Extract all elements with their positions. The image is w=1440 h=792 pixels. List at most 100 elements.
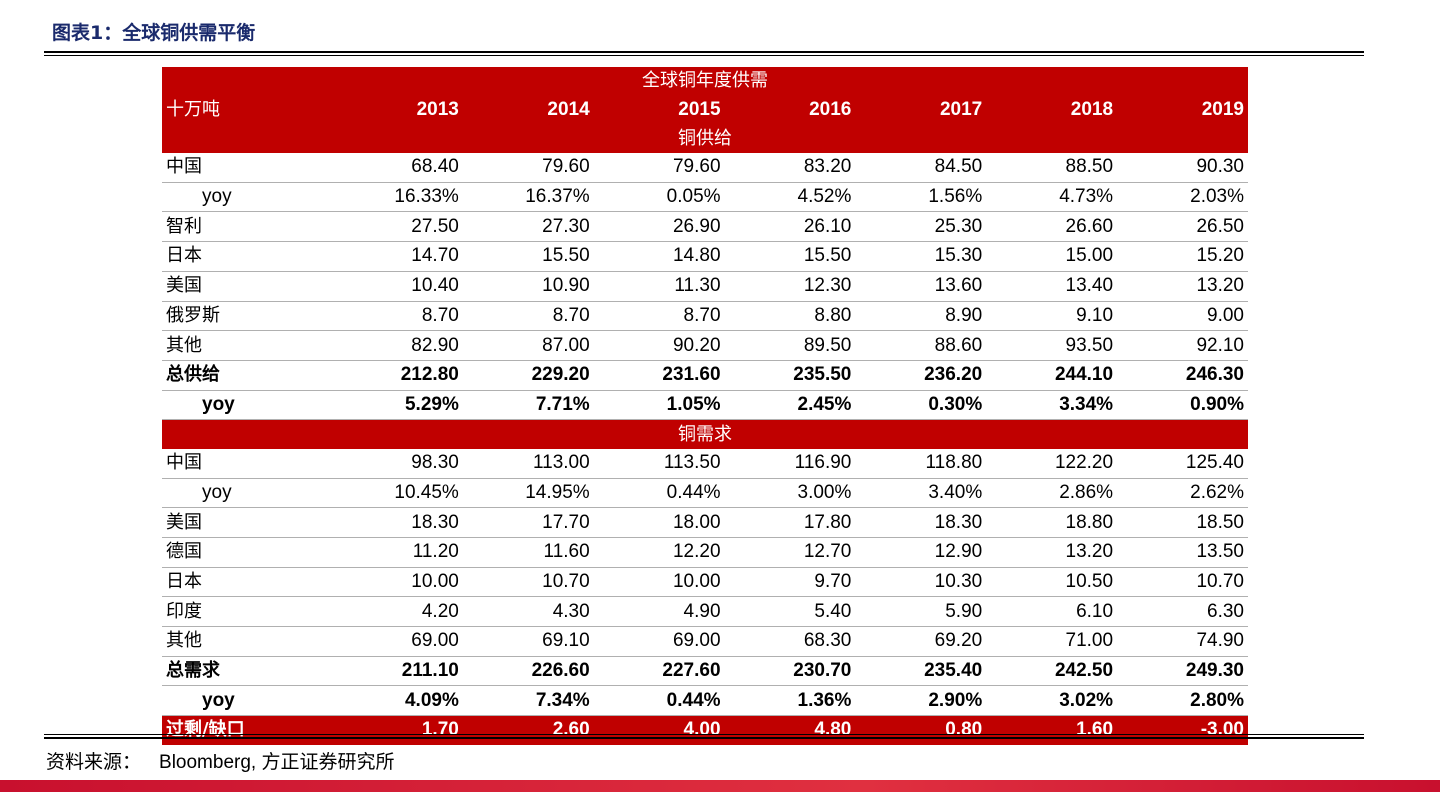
supply-row-value: 68.40 xyxy=(332,153,463,183)
year-header: 2017 xyxy=(855,95,987,125)
supply-row-value: 82.90 xyxy=(332,330,463,361)
supply-yoy-row-value: 7.71% xyxy=(462,390,594,421)
copper-balance-table: 全球铜年度供需 十万吨 2013 2014 2015 2016 2017 2018 2019 铜供… xyxy=(162,67,1248,745)
supply-row-value: 84.50 xyxy=(855,153,987,183)
supply-row-value: 14.70 xyxy=(332,241,463,272)
footer-rule-thin xyxy=(44,734,1364,735)
supply-row: 日本 14.70 15.50 14.80 15.50 15.30 15.00 15.20 xyxy=(162,241,1248,272)
supply-yoy-row-value: 0.30% xyxy=(855,390,987,421)
demand-row-value: 3.00% xyxy=(724,478,856,509)
supply-row-value: 13.40 xyxy=(986,271,1118,302)
demand-row: 其他 69.00 69.10 69.00 68.30 69.20 71.00 74.90 xyxy=(162,626,1248,657)
title-rule xyxy=(44,51,1364,53)
supply-row-value: 8.80 xyxy=(724,301,856,332)
demand-row-value: 98.30 xyxy=(332,448,463,479)
demand-row-value: 17.80 xyxy=(724,507,856,538)
demand-row-value: 4.30 xyxy=(462,596,594,628)
supply-row-value: 0.05% xyxy=(593,182,725,213)
supply-row: 俄罗斯 8.70 8.70 8.70 8.80 8.90 9.10 9.00 xyxy=(162,301,1248,332)
demand-row-value: 125.40 xyxy=(1117,448,1248,479)
demand-total-row-value: 226.60 xyxy=(462,656,594,687)
demand-total-row-value: 249.30 xyxy=(1117,656,1248,687)
supply-row-value: 13.20 xyxy=(1117,271,1248,302)
supply-row-value: 26.10 xyxy=(724,211,856,243)
supply-row-value: 10.40 xyxy=(332,271,463,302)
balance-row-label: 过剩/缺口 xyxy=(162,715,332,745)
demand-total-row-value: 227.60 xyxy=(593,656,725,687)
demand-row-value: 10.70 xyxy=(1117,567,1248,598)
supply-row-value: 90.30 xyxy=(1117,153,1248,183)
supply-row-value: 27.50 xyxy=(332,211,463,243)
supply-section-header-cell: 铜供给 xyxy=(162,124,1248,154)
supply-yoy-row-value: 0.90% xyxy=(1117,390,1248,421)
supply-yoy-row-value: 2.45% xyxy=(724,390,856,421)
supply-row-value: 88.60 xyxy=(855,330,987,361)
supply-row-label: 日本 xyxy=(162,241,332,272)
year-header: 2015 xyxy=(593,95,725,125)
supply-row-label: 中国 xyxy=(162,153,332,183)
supply-total-row-label: 总供给 xyxy=(162,360,332,391)
demand-row-value: 12.90 xyxy=(855,537,987,568)
demand-row: 德国 11.20 11.60 12.20 12.70 12.90 13.20 13.50 xyxy=(162,537,1248,568)
supply-total-row-value: 229.20 xyxy=(462,360,594,391)
supply-row-label: yoy xyxy=(162,182,332,213)
source-note: 资料来源： Bloomberg, 方正证券研究所 xyxy=(46,747,394,774)
demand-row-value: 4.20 xyxy=(332,596,463,628)
demand-total-row-value: 230.70 xyxy=(724,656,856,687)
supply-row: 智利 27.50 27.30 26.90 26.10 25.30 26.60 26.50 xyxy=(162,211,1248,243)
supply-total-row-value: 235.50 xyxy=(724,360,856,391)
supply-row-value: 26.50 xyxy=(1117,211,1248,243)
supply-row-label: 智利 xyxy=(162,211,332,243)
supply-row-label: 美国 xyxy=(162,271,332,302)
supply-row-value: 15.30 xyxy=(855,241,987,272)
demand-row-value: 3.40% xyxy=(855,478,987,509)
supply-row: yoy 16.33% 16.37% 0.05% 4.52% 1.56% 4.73% 2.03% xyxy=(162,182,1248,213)
year-header: 2013 xyxy=(332,95,463,125)
demand-row-label: 日本 xyxy=(162,567,332,598)
demand-row: 印度 4.20 4.30 4.90 5.40 5.90 6.10 6.30 xyxy=(162,596,1248,628)
supply-row-value: 1.56% xyxy=(855,182,987,213)
balance-row-value: 1.60 xyxy=(986,715,1118,745)
supply-total-row: 总供给 212.80 229.20 231.60 235.50 236.20 244.10 2… xyxy=(162,360,1248,391)
demand-total-row-value: 242.50 xyxy=(986,656,1118,687)
demand-row-value: 18.30 xyxy=(855,507,987,538)
demand-row: 日本 10.00 10.70 10.00 9.70 10.30 10.50 10.70 xyxy=(162,567,1248,598)
demand-row-value: 12.70 xyxy=(724,537,856,568)
demand-row-value: 6.30 xyxy=(1117,596,1248,628)
supply-row-value: 9.10 xyxy=(986,301,1118,332)
supply-row-value: 4.52% xyxy=(724,182,856,213)
year-header: 2014 xyxy=(462,95,594,125)
balance-row: 过剩/缺口 1.70 2.60 4.00 4.80 0.80 1.60 -3.00 xyxy=(162,715,1248,745)
demand-row-label: 其他 xyxy=(162,626,332,657)
supply-row: 美国 10.40 10.90 11.30 12.30 13.60 13.40 13.20 xyxy=(162,271,1248,302)
demand-yoy-row-value: 2.80% xyxy=(1117,685,1248,717)
supply-row-value: 8.70 xyxy=(593,301,725,332)
supply-row-value: 27.30 xyxy=(462,211,594,243)
demand-row-value: 18.00 xyxy=(593,507,725,538)
demand-row: yoy 10.45% 14.95% 0.44% 3.00% 3.40% 2.86% 2.62% xyxy=(162,478,1248,509)
balance-row-value: 0.80 xyxy=(855,715,987,745)
supply-row-value: 15.50 xyxy=(462,241,594,272)
supply-row-value: 15.00 xyxy=(986,241,1118,272)
supply-yoy-row-value: 5.29% xyxy=(332,390,463,421)
supply-row-value: 16.37% xyxy=(462,182,594,213)
supply-section-header: 铜供给 xyxy=(162,124,1248,154)
supply-row-value: 8.70 xyxy=(332,301,463,332)
supply-row-value: 83.20 xyxy=(724,153,856,183)
demand-row-value: 68.30 xyxy=(724,626,856,657)
demand-row-value: 113.00 xyxy=(462,448,594,479)
demand-row-value: 10.00 xyxy=(593,567,725,598)
demand-row-value: 2.86% xyxy=(986,478,1118,509)
supply-row-value: 26.60 xyxy=(986,211,1118,243)
supply-row-value: 26.90 xyxy=(593,211,725,243)
supply-yoy-row: yoy 5.29% 7.71% 1.05% 2.45% 0.30% 3.34% 0.90% xyxy=(162,390,1248,421)
demand-yoy-row-value: 0.44% xyxy=(593,685,725,717)
demand-row-value: 9.70 xyxy=(724,567,856,598)
supply-row-value: 14.80 xyxy=(593,241,725,272)
demand-row-label: 中国 xyxy=(162,448,332,479)
demand-row-value: 13.20 xyxy=(986,537,1118,568)
demand-row: 美国 18.30 17.70 18.00 17.80 18.30 18.80 18.50 xyxy=(162,507,1248,538)
demand-row-value: 11.20 xyxy=(332,537,463,568)
demand-row-value: 10.70 xyxy=(462,567,594,598)
supply-row-value: 15.20 xyxy=(1117,241,1248,272)
